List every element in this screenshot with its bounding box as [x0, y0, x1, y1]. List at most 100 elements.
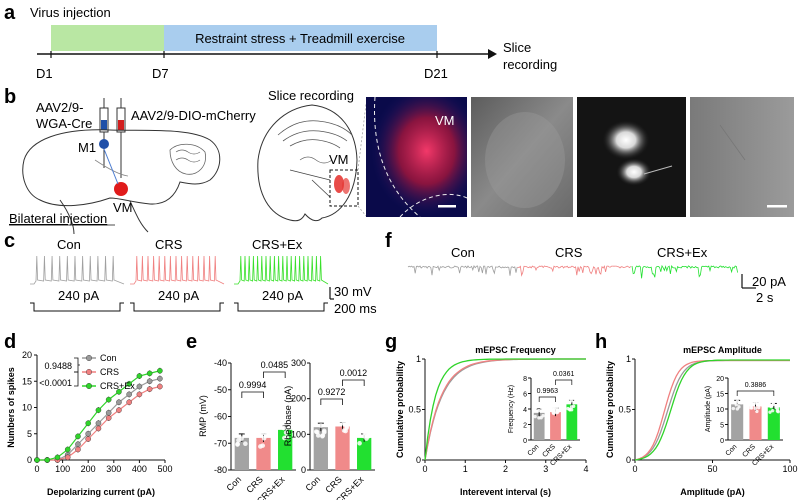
h-inset-dot [769, 404, 773, 409]
e1-dot [260, 431, 265, 436]
e1-dot [261, 435, 267, 441]
d-point [95, 407, 102, 413]
e1-dot [241, 426, 247, 431]
c-current-1: 240 pA [58, 288, 100, 303]
h-inset-ytick-label: 20 [716, 376, 724, 383]
e2-p-1: 0.9272 [318, 387, 346, 397]
vm-label: VM [113, 200, 133, 215]
e1-dot [283, 430, 289, 435]
e2-dot [343, 428, 348, 434]
virus-bar [51, 25, 164, 51]
g-inset-p-1: 0.9963 [537, 388, 559, 395]
ap-trace-2 [234, 255, 329, 285]
m1-label: M1 [78, 140, 96, 155]
e2-dot [321, 428, 327, 434]
h-inset-cat-label-0: Con [725, 443, 739, 457]
g-inset-dot [569, 399, 574, 403]
slice-label-1: Slice [503, 40, 531, 55]
mepsc-trace-2 [631, 264, 738, 279]
ap-trace-0 [30, 255, 125, 285]
g-title: mEPSC Frequency [475, 345, 556, 355]
coronal-slice [257, 104, 359, 222]
e2-ytick-label: 300 [291, 358, 306, 368]
g-xtick-label: 2 [503, 464, 508, 474]
e1-dot [262, 426, 267, 431]
g-inset-ytick-label: 2 [523, 423, 527, 430]
panel-letter-c: c [4, 230, 15, 252]
d-legend-marker [85, 369, 92, 376]
e1-ytick-label: -60 [214, 412, 227, 422]
d-point [157, 367, 163, 374]
day-d21: D21 [424, 66, 448, 81]
h-inset-dot [731, 406, 736, 411]
stress-bar [164, 25, 437, 51]
traces-f [407, 264, 738, 279]
virus1-line1: AAV2/9- [36, 100, 83, 115]
h-ytick-label: 0.5 [618, 405, 631, 415]
g-inset-ytick-label: 4 [523, 407, 527, 414]
chart-g: 0 0.5 1 0 1 2 3 4 mEPSC Frequency Interevent inte… [395, 345, 589, 497]
d-xtick-label: 500 [157, 464, 172, 474]
g-inset-dot [551, 410, 555, 415]
g-xtick-label: 1 [463, 464, 468, 474]
g-inset-dot [555, 410, 559, 415]
g-inset-ylabel: Frequency (Hz) [508, 385, 515, 433]
h-cdf-2 [634, 359, 790, 461]
g-inset-dot [571, 404, 576, 408]
e1-dot [243, 441, 248, 447]
d-point [126, 381, 132, 387]
h-inset-dot [739, 397, 744, 401]
g-inset-cat-label-0: Con [527, 443, 541, 457]
fluorescence-image [366, 96, 468, 218]
g-ylabel: Cumulative probability [395, 361, 405, 458]
g-xtick-label: 0 [422, 464, 427, 474]
panel-letter-g: g [385, 331, 397, 353]
d-point [116, 399, 122, 406]
vm-slice-label: VM [329, 152, 349, 167]
h-inset-ytick-label: 15 [716, 392, 724, 399]
e2-ytick-label: 100 [291, 429, 306, 439]
h-inset-dot [753, 406, 757, 410]
c-label-con: Con [57, 237, 81, 252]
g-inset-dot [573, 398, 578, 402]
d-ytick-label: 20 [22, 350, 32, 360]
h-xtick-label: 0 [632, 464, 637, 474]
e1-ytick-label: -50 [214, 385, 227, 395]
stress-label: Restraint stress + Treadmill exercise [195, 31, 405, 46]
g-inset-dot [566, 406, 570, 411]
e2-bar-0 [313, 427, 328, 470]
d-xtick-label: 200 [81, 464, 96, 474]
d-point [64, 454, 71, 461]
e1-dot [235, 441, 240, 447]
panel-letter-h: h [595, 331, 607, 353]
d-point [157, 383, 163, 390]
e2-dot [318, 423, 324, 428]
traces-c [30, 255, 329, 312]
f-label-con: Con [451, 245, 475, 260]
g-inset-dot [534, 405, 538, 410]
c-scale-ms: 200 ms [334, 301, 377, 316]
day-d1: D1 [36, 66, 53, 81]
e2-p-2: 0.0012 [340, 368, 368, 378]
h-inset-dot [755, 409, 759, 414]
h-xtick-label: 50 [707, 464, 717, 474]
d-point [44, 457, 51, 463]
g-inset-dot [569, 407, 574, 412]
g-inset-p-2: 0.0361 [553, 371, 575, 378]
f-scale-pa: 20 pA [752, 274, 786, 289]
d-point [116, 407, 122, 413]
e1-ytick-label: -40 [214, 358, 227, 368]
mepsc-trace-1 [517, 265, 632, 277]
d-point [85, 430, 91, 437]
d-point [64, 446, 71, 453]
f-label-crs: CRS [555, 245, 583, 260]
d-point [136, 383, 143, 390]
g-inset-ytick-label: 6 [523, 392, 527, 399]
current-step-1 [130, 302, 224, 312]
h-ylabel: Cumulative probability [605, 361, 615, 458]
h-inset-ylabel: Amplitude (pA) [705, 386, 712, 432]
h-inset-ytick-label: 10 [716, 407, 724, 414]
d-point [75, 441, 81, 448]
